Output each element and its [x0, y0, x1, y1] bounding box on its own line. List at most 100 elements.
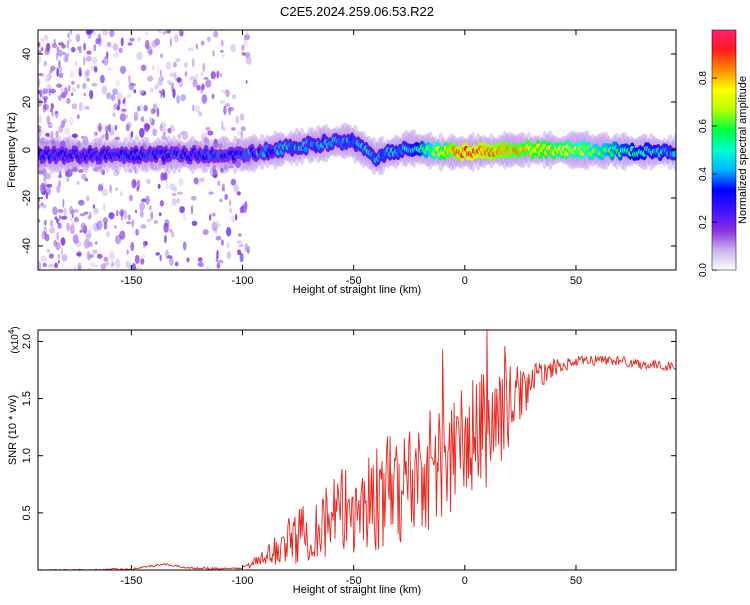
spectrogram-noise-cell [43, 162, 47, 167]
spectrogram-noise-cell [217, 180, 221, 187]
spectrogram-noise-cell [85, 69, 90, 77]
spectrogram-noise-cell [70, 30, 72, 35]
spectrogram-noise-cell [159, 254, 162, 262]
spectrogram-noise-cell [93, 31, 96, 36]
spectrogram-noise-cell [216, 70, 220, 79]
spectrogram-noise-cell [87, 267, 91, 270]
spectrogram-noise-cell [92, 249, 98, 255]
spectrogram-noise-cell [127, 94, 131, 98]
snr-frame [37, 329, 677, 571]
spectrogram-noise-cell [78, 101, 83, 112]
spectrogram-data [38, 30, 676, 270]
snr-y-multiplier: (x104) [7, 326, 21, 353]
spectrogram-noise-cell [113, 170, 119, 177]
spectrogram-noise-cell [96, 253, 103, 259]
spectrogram-noise-cell [166, 30, 172, 34]
spectrogram-noise-cell [103, 222, 108, 230]
spectrogram-noise-cell [98, 37, 102, 47]
spectrogram-noise-cell [90, 253, 94, 258]
spectrogram-noise-cell [38, 125, 42, 130]
spectrogram-noise-cell [224, 165, 229, 171]
snr-y-axis-label: SNR (10 * v/v) [7, 395, 19, 465]
spectrogram-noise-cell [187, 47, 194, 52]
spectrogram-noise-cell [56, 231, 59, 241]
spectrogram-noise-cell [202, 229, 209, 236]
colorbar-tick-label: 0.8 [698, 71, 709, 85]
spectrogram-noise-cell [43, 175, 47, 183]
spectrogram-noise-cell [114, 136, 120, 140]
spectrogram-noise-cell [42, 168, 47, 177]
spectrogram-noise-cell [71, 46, 76, 53]
spectrogram-noise-cell [69, 116, 74, 126]
spectrogram-noise-cell [167, 80, 171, 85]
spectrogram-noise-cell [119, 190, 123, 197]
spectrogram-noise-cell [43, 227, 48, 232]
spectrogram-noise-cell [62, 198, 65, 208]
spectrogram-noise-cell [112, 43, 119, 51]
spectrogram-noise-cell [236, 240, 242, 244]
spectrogram-noise-cell [83, 42, 86, 51]
spectrogram-noise-cell [40, 47, 44, 52]
spectrogram-noise-cell [154, 84, 159, 90]
spectrogram-noise-cell [125, 123, 130, 132]
spectrogram-noise-cell [141, 258, 145, 264]
spectrogram-noise-cell [211, 212, 216, 217]
colorbar-tick-label: 0.2 [698, 215, 709, 229]
spectrogram-noise-cell [209, 214, 212, 221]
spectrogram-noise-cell [85, 230, 92, 241]
spectrogram-noise-cell [131, 178, 137, 189]
spectrogram-noise-cell [110, 94, 116, 102]
spectrogram-noise-cell [245, 56, 252, 65]
spectrogram-noise-cell [75, 33, 81, 43]
spectrogram-noise-cell [106, 51, 109, 59]
spectrogram-noise-cell [182, 213, 187, 221]
spectrogram-noise-cell [191, 58, 195, 68]
spectrogram-noise-cell [226, 226, 232, 237]
spectrogram-noise-cell [168, 127, 172, 134]
spectrogram-noise-cell [38, 138, 44, 144]
spectrogram-noise-cell [119, 113, 126, 122]
spectrogram-x-ticks: -150 -100 -50 0 50 [120, 30, 582, 287]
spectrogram-noise-cell [171, 193, 177, 197]
spectrogram-noise-cell [135, 228, 139, 236]
spectrogram-noise-cell [159, 69, 162, 77]
spectrogram-noise-cell [127, 214, 131, 221]
spectrogram-noise-cell [41, 130, 45, 135]
spectrogram-noise-cell [73, 209, 79, 213]
spectrogram-noise-cell [162, 131, 166, 136]
spectrogram-noise-cell [209, 168, 216, 177]
spectrogram-noise-cell [71, 87, 76, 93]
spectrogram-noise-cell [243, 38, 248, 47]
spectrogram-noise-cell [38, 170, 44, 175]
spectrogram-noise-cell [79, 229, 83, 233]
spectrogram-noise-cell [211, 93, 215, 100]
spectrogram-noise-cell [134, 166, 137, 174]
y-tick-label: -20 [21, 190, 33, 206]
spectrogram-noise-cell [66, 168, 73, 178]
spectrogram-noise-cell [220, 89, 227, 94]
spectrogram-noise-cell [107, 66, 113, 71]
spectrogram-noise-cell [113, 145, 116, 149]
spectrogram-noise-cell [103, 217, 108, 224]
spectrogram-noise-cell [205, 79, 212, 88]
spectrogram-noise-cell [160, 53, 163, 58]
spectrogram-noise-cell [149, 205, 152, 211]
spectrogram-noise-cell [59, 88, 65, 93]
spectrogram-noise-cell [43, 219, 47, 226]
spectrogram-noise-cell [93, 66, 98, 73]
spectrogram-noise-cell [63, 55, 68, 63]
spectrogram-noise-cell [128, 194, 133, 202]
spectrogram-noise-cell [200, 40, 205, 46]
spectrogram-noise-cell [136, 36, 142, 42]
spectrogram-noise-cell [157, 183, 161, 189]
spectrogram-noise-cell [203, 76, 209, 80]
spectrogram-noise-cell [120, 108, 127, 112]
spectrogram-noise-cell [68, 47, 72, 52]
spectrogram-noise-cell [58, 72, 64, 79]
spectrogram-noise-cell [164, 234, 167, 244]
spectrogram-noise-cell [147, 75, 154, 82]
spectrogram-noise-cell [50, 102, 54, 110]
spectrogram-noise-cell [54, 110, 59, 114]
spectrogram-noise-cell [126, 221, 131, 225]
spectrogram-noise-cell [158, 159, 161, 168]
